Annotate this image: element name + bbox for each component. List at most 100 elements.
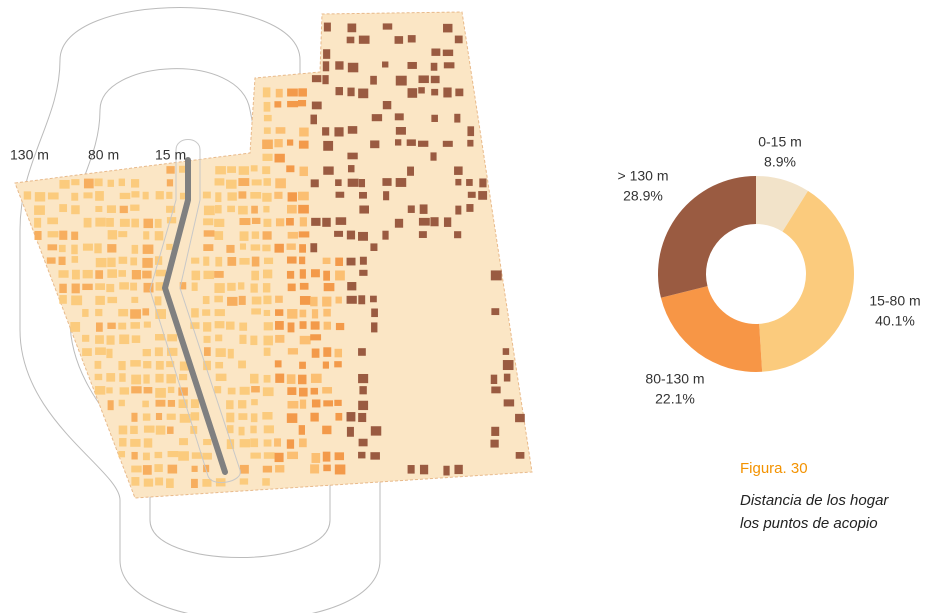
building (490, 270, 502, 281)
building (203, 360, 211, 371)
building (130, 425, 138, 434)
building (239, 439, 251, 448)
building (454, 113, 461, 123)
building (202, 309, 211, 316)
building (155, 412, 163, 421)
building (106, 335, 115, 345)
building (250, 438, 259, 448)
building (190, 322, 200, 329)
building (394, 36, 404, 44)
building (34, 217, 42, 228)
building (274, 139, 283, 148)
building (335, 322, 345, 331)
building (431, 48, 441, 56)
building (262, 244, 271, 252)
building (239, 322, 248, 331)
building (334, 348, 343, 358)
building (334, 399, 342, 406)
building (287, 100, 299, 108)
slice-value: 40.1% (875, 313, 915, 329)
building (131, 269, 141, 280)
building (167, 464, 178, 474)
building (358, 412, 367, 423)
building (226, 179, 237, 189)
building (310, 269, 320, 278)
building (323, 347, 332, 357)
building (107, 322, 116, 329)
building (58, 244, 66, 253)
building (286, 256, 297, 264)
building (262, 283, 271, 293)
building (275, 321, 284, 330)
building (71, 256, 79, 263)
building (143, 231, 150, 240)
building (250, 413, 258, 423)
building (215, 373, 227, 382)
building (358, 295, 366, 305)
building (407, 166, 414, 176)
building (167, 334, 178, 342)
building (238, 282, 245, 290)
building (418, 75, 429, 84)
building (299, 217, 307, 227)
slice-label: 0-15 m (758, 134, 802, 150)
ring-label: 15 m (155, 147, 186, 163)
building (299, 321, 307, 329)
caption-number: Figura. 30 (740, 460, 808, 477)
building (166, 478, 174, 488)
building (178, 451, 189, 461)
building (203, 335, 211, 343)
building (263, 309, 271, 317)
building (347, 282, 357, 291)
building (227, 387, 236, 395)
building (179, 361, 189, 371)
building (179, 165, 188, 173)
building (298, 374, 307, 385)
building (203, 205, 215, 216)
building (466, 204, 474, 212)
building (406, 139, 416, 146)
building (370, 426, 382, 436)
building (143, 218, 153, 229)
building (443, 465, 450, 476)
building (322, 296, 332, 307)
building (299, 399, 307, 409)
building (407, 465, 415, 474)
ring-label: 130 m (10, 147, 49, 163)
building (59, 283, 67, 293)
building (370, 452, 380, 460)
building (298, 140, 309, 149)
buildings (23, 22, 525, 489)
building (262, 166, 271, 175)
building (478, 191, 488, 200)
building (203, 347, 211, 356)
building (335, 179, 342, 187)
building (179, 373, 188, 381)
building (202, 191, 211, 199)
building (263, 269, 273, 279)
building (299, 438, 307, 448)
building (262, 153, 273, 161)
building (250, 283, 258, 293)
slice-label: 80-130 m (645, 371, 704, 387)
building (263, 101, 271, 112)
building (95, 270, 104, 279)
building (58, 256, 66, 266)
building (227, 282, 236, 291)
building (71, 192, 79, 201)
building (250, 425, 257, 434)
building (274, 452, 284, 463)
building (250, 452, 261, 459)
building (238, 400, 247, 409)
building (82, 334, 90, 342)
building (203, 230, 215, 237)
building (250, 335, 258, 346)
building (82, 348, 92, 357)
building (106, 205, 116, 213)
building (203, 438, 212, 446)
building (310, 321, 320, 330)
building (286, 243, 296, 250)
building (167, 386, 175, 394)
building (47, 217, 59, 225)
building (418, 140, 429, 147)
